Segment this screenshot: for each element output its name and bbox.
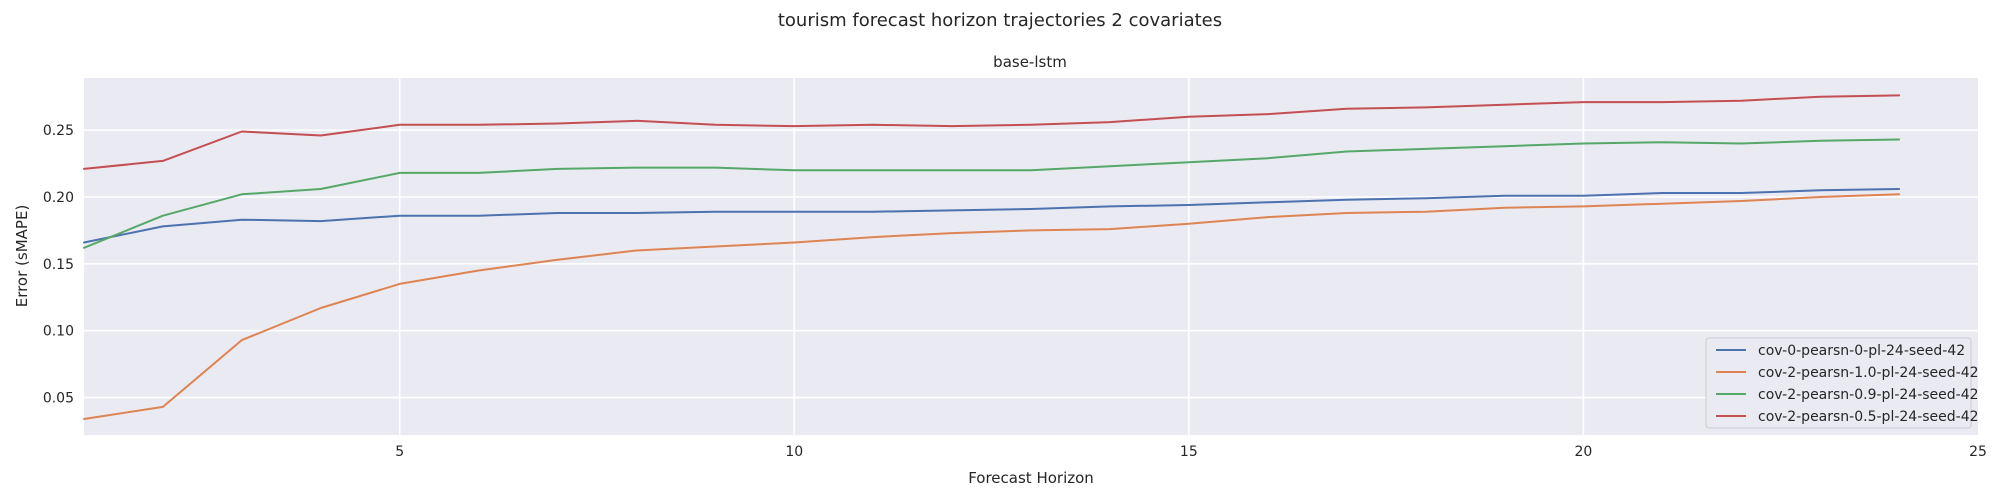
series-line-1 (83, 193, 1901, 420)
series-line-3 (83, 94, 1901, 170)
y-tick-label: 0.25 (43, 123, 74, 139)
plot-area (84, 78, 1978, 435)
legend-label: cov-2-pearsn-0.9-pl-24-seed-42 (1758, 387, 1979, 403)
figure-suptitle: tourism forecast horizon trajectories 2 … (778, 10, 1222, 31)
y-tick-labels: 0.05 0.10 0.15 0.20 0.25 (43, 123, 74, 406)
x-tick-label: 15 (1180, 444, 1198, 460)
legend-label: cov-2-pearsn-1.0-pl-24-seed-42 (1758, 365, 1979, 381)
x-tick-labels: 5 10 15 20 25 (395, 444, 1987, 460)
chart-title: base-lstm (993, 53, 1067, 71)
y-axis-label: Error (sMAPE) (13, 205, 31, 308)
y-tick-label: 0.20 (43, 190, 74, 206)
series-line-0 (83, 188, 1901, 244)
y-tick-label: 0.05 (43, 391, 74, 407)
series-line-2 (83, 138, 1901, 249)
legend: cov-0-pearsn-0-pl-24-seed-42 cov-2-pearsn… (1705, 337, 1979, 429)
series-lines (83, 94, 1901, 420)
x-tick-label: 5 (395, 444, 404, 460)
grid-lines (84, 78, 1978, 435)
y-tick-label: 0.15 (43, 257, 74, 273)
legend-label: cov-2-pearsn-0.5-pl-24-seed-42 (1758, 409, 1979, 425)
x-axis-label: Forecast Horizon (968, 469, 1094, 487)
x-tick-label: 20 (1575, 444, 1593, 460)
x-tick-label: 10 (785, 444, 803, 460)
legend-label: cov-0-pearsn-0-pl-24-seed-42 (1758, 343, 1965, 359)
legend-box (1705, 337, 1972, 429)
y-tick-label: 0.10 (43, 324, 74, 340)
x-tick-label: 25 (1969, 444, 1987, 460)
